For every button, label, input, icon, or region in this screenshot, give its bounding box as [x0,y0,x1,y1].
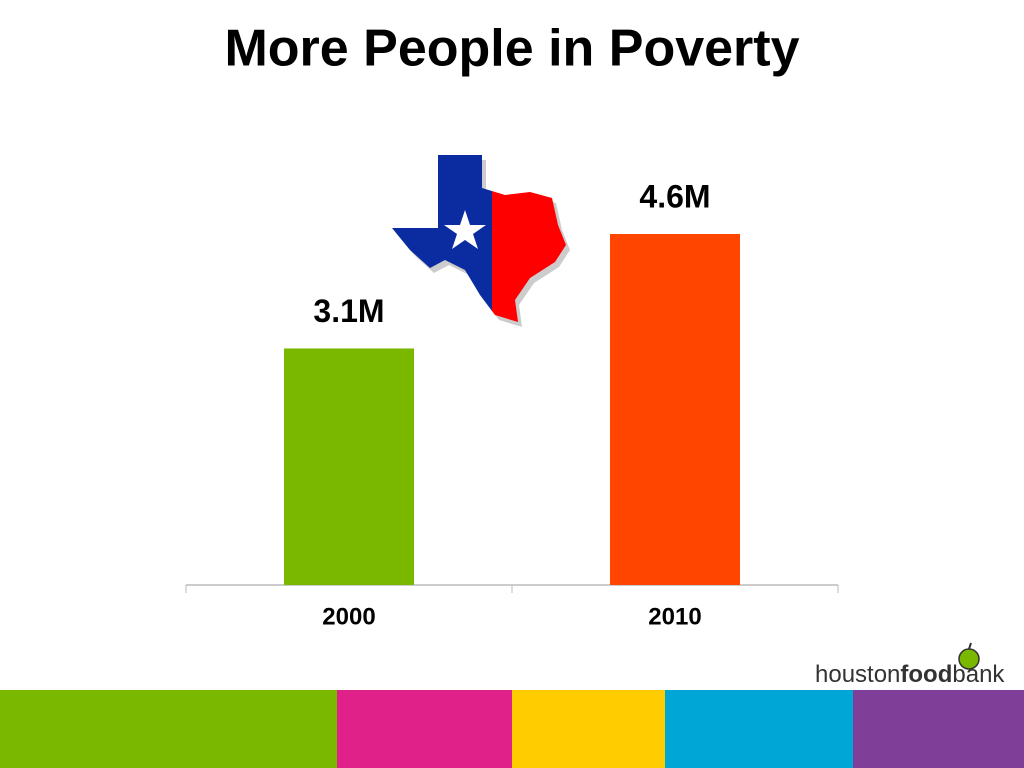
logo: houstonfoodbank [815,642,1005,688]
logo-part: houston [815,661,900,688]
value-label: 3.1M [313,293,384,329]
bar [610,234,740,585]
chart-title: More People in Poverty [224,20,799,78]
x-tick-label: 2010 [648,603,701,630]
logo-part: bank [952,661,1005,688]
bar [284,348,414,585]
value-label: 4.6M [639,178,710,214]
logo-text: houstonfoodbank [815,661,1005,688]
color-stripes [0,690,1024,768]
x-tick-label: 2000 [322,603,375,630]
texas-icon [392,155,570,327]
logo-part: food [900,661,952,688]
